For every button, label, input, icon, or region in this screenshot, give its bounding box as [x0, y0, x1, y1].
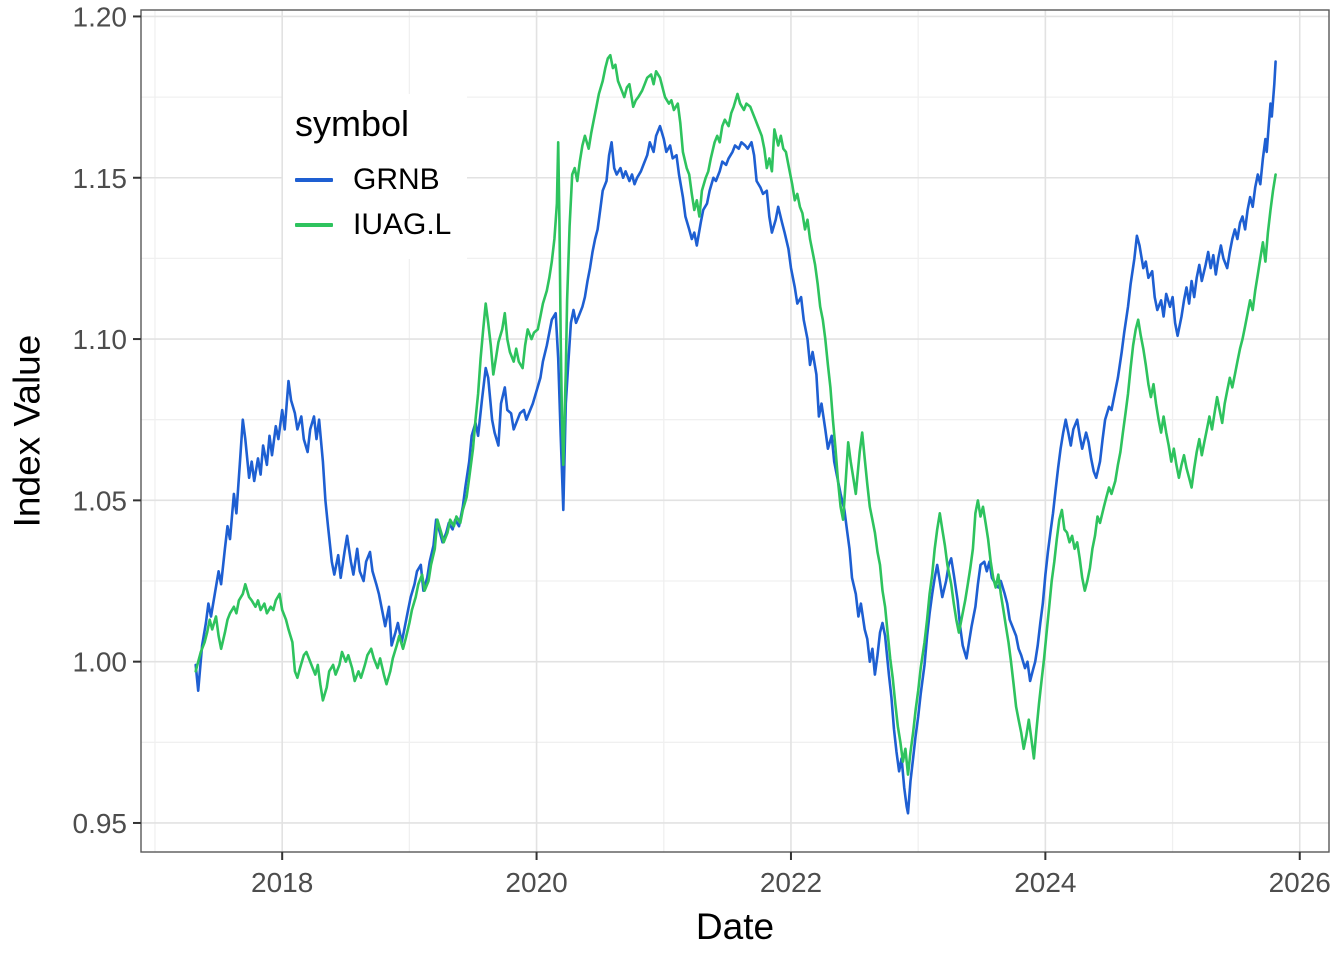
y-tick-label: 1.15 — [73, 163, 128, 194]
x-tick-label: 2026 — [1269, 867, 1331, 898]
legend-label-iuagl: IUAG.L — [353, 207, 452, 241]
legend-item-iuagl: IUAG.L — [295, 202, 451, 247]
series-line-grnb — [194, 60, 1277, 815]
x-tick-label: 2024 — [1014, 867, 1076, 898]
y-axis-title-wrap: Index Value — [6, 10, 47, 852]
legend-key-line-grnb — [295, 177, 333, 182]
x-tick-label: 2022 — [760, 867, 822, 898]
y-axis-title: Index Value — [6, 334, 47, 528]
panel-border — [140, 9, 1330, 853]
legend-title: symbol — [295, 103, 410, 144]
y-tick-label: 1.05 — [73, 485, 128, 516]
y-tick-label: 0.95 — [73, 808, 128, 839]
legend: symbol GRNB IUAG.L — [283, 94, 468, 260]
x-tick-label: 2020 — [505, 867, 567, 898]
y-tick-label: 1.00 — [73, 647, 128, 678]
x-tick-label: 2018 — [251, 867, 313, 898]
legend-label-grnb: GRNB — [353, 162, 440, 196]
y-tick-label: 1.20 — [73, 1, 128, 32]
series-line-iuagl — [194, 53, 1277, 776]
x-axis-title: Date — [695, 906, 775, 947]
legend-item-grnb: GRNB — [295, 157, 451, 202]
y-tick-label: 1.10 — [73, 324, 128, 355]
legend-key-line-iuagl — [295, 222, 333, 227]
